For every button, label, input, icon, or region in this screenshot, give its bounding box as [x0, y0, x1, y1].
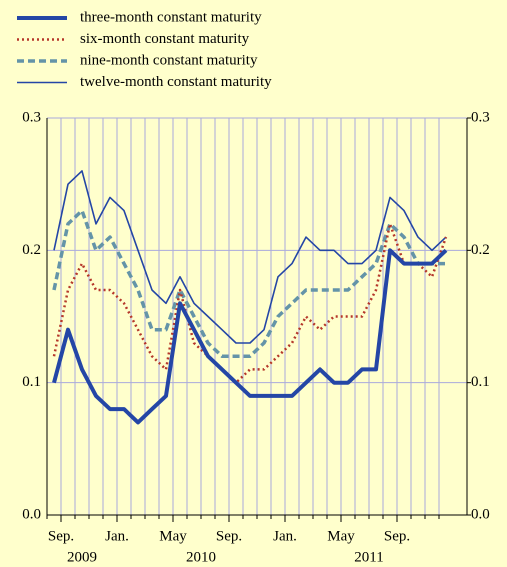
legend-label: twelve-month constant maturity — [80, 74, 272, 90]
x-year-label: 2009 — [67, 549, 97, 565]
y-tick-label: 0.0 — [22, 506, 41, 522]
legend-label: nine-month constant maturity — [80, 52, 258, 68]
x-tick-label: Sep. — [216, 528, 242, 544]
x-tick-label: Jan. — [105, 528, 129, 544]
x-tick-label: Jan. — [273, 528, 297, 544]
y2-tick-label: 0.0 — [471, 506, 490, 522]
y-tick-label: 0.3 — [22, 109, 41, 125]
legend-label: six-month constant maturity — [80, 31, 250, 47]
y-tick-label: 0.1 — [22, 374, 41, 390]
x-tick-label: Sep. — [384, 528, 410, 544]
x-year-label: 2010 — [186, 549, 216, 565]
y2-tick-label: 0.3 — [471, 109, 490, 125]
y-tick-label: 0.2 — [22, 242, 41, 258]
x-year-label: 2011 — [354, 549, 383, 565]
y2-tick-label: 0.1 — [471, 374, 490, 390]
x-tick-label: Sep. — [48, 528, 74, 544]
series-line — [52, 222, 448, 384]
series-line — [53, 170, 447, 344]
series-line — [52, 208, 446, 358]
series-line — [52, 248, 448, 425]
legend-label: three-month constant maturity — [80, 9, 262, 25]
x-tick-label: May — [159, 528, 187, 544]
x-tick-label: May — [327, 528, 355, 544]
y2-tick-label: 0.2 — [471, 242, 490, 258]
